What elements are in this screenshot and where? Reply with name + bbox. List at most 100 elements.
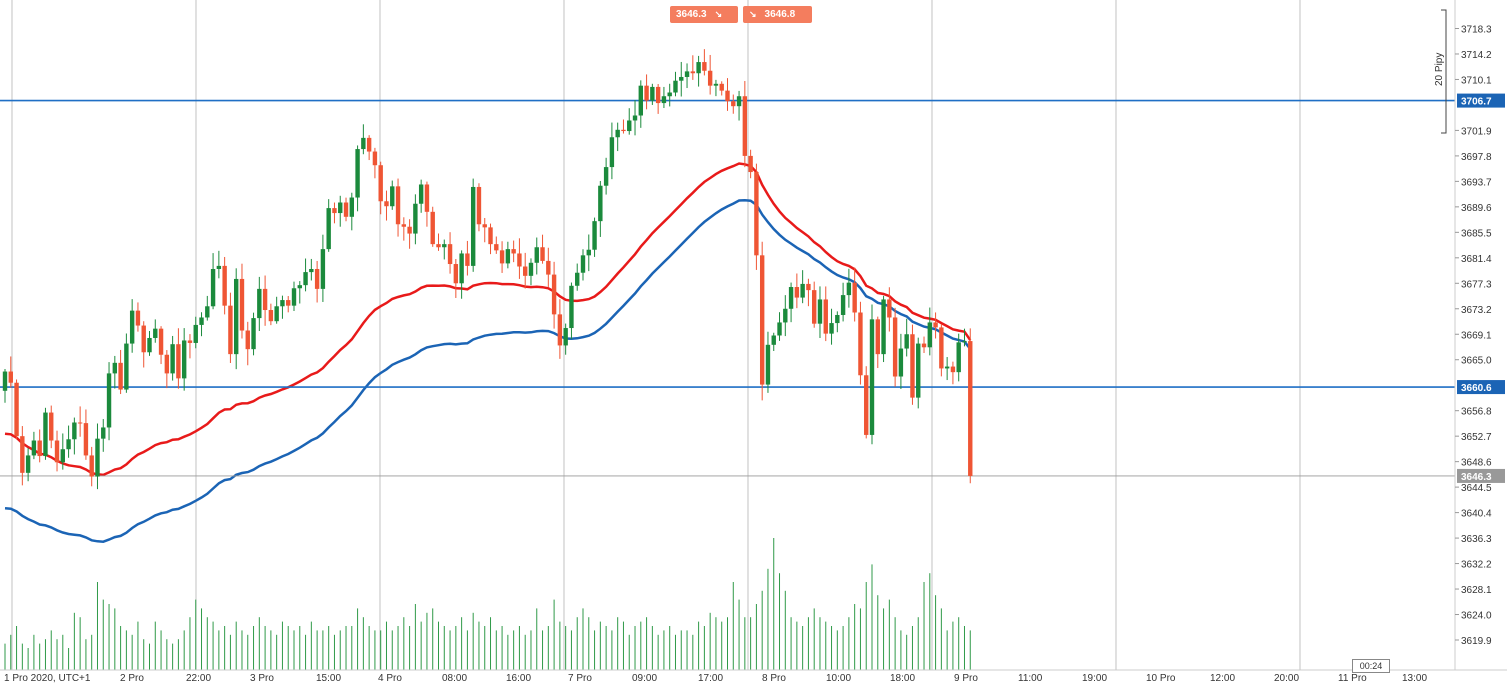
x-tick-label: 8 Pro bbox=[762, 673, 786, 684]
candle-body bbox=[332, 208, 337, 214]
candle-body bbox=[731, 101, 736, 107]
candle-body bbox=[580, 255, 586, 273]
candle-body bbox=[141, 325, 146, 353]
candle-body bbox=[846, 282, 852, 296]
candle-body bbox=[944, 366, 950, 369]
candle-body bbox=[783, 308, 788, 323]
candle-body bbox=[274, 306, 279, 322]
x-tick-label: 11 Pro bbox=[1338, 673, 1367, 684]
candle-body bbox=[476, 186, 482, 225]
candle-body bbox=[794, 287, 800, 298]
candle-body bbox=[713, 83, 719, 86]
y-tick-label: 3648.6 bbox=[1461, 458, 1492, 469]
candle-body bbox=[632, 115, 638, 121]
price-line-tag bbox=[1457, 380, 1505, 395]
x-tick-label: 20:00 bbox=[1274, 673, 1299, 684]
candle-body bbox=[309, 268, 314, 273]
x-tick-label: 17:00 bbox=[698, 673, 723, 684]
candle-body bbox=[372, 151, 378, 166]
candle-body bbox=[401, 224, 407, 227]
y-tick-label: 3624.0 bbox=[1461, 611, 1492, 622]
candle-body bbox=[655, 86, 661, 104]
candle-body bbox=[679, 76, 684, 81]
candle-body bbox=[551, 274, 557, 315]
candle-body bbox=[262, 288, 268, 311]
candle-body bbox=[343, 202, 349, 217]
candle-body bbox=[765, 344, 771, 385]
y-tick-label: 3710.1 bbox=[1461, 75, 1492, 86]
candle-body bbox=[609, 137, 615, 168]
candle-body bbox=[170, 344, 175, 374]
candle-body bbox=[66, 439, 71, 450]
bid-price-tag[interactable]: 3646.3 ↘ bbox=[670, 6, 738, 23]
price-line-tag bbox=[1457, 468, 1505, 483]
candle-body bbox=[158, 328, 164, 355]
candle-body bbox=[314, 268, 320, 289]
candle-body bbox=[112, 362, 118, 374]
candle-body bbox=[817, 299, 823, 324]
candle-body bbox=[603, 167, 609, 186]
y-tick-label: 3701.9 bbox=[1461, 126, 1492, 137]
candle-body bbox=[702, 62, 707, 71]
candle-body bbox=[297, 285, 302, 289]
candle-body bbox=[505, 249, 511, 264]
candle-body bbox=[101, 427, 106, 439]
candle-body bbox=[788, 287, 794, 309]
candle-body bbox=[257, 288, 262, 319]
candle-body bbox=[118, 362, 123, 390]
candle-body bbox=[361, 137, 366, 150]
candle-body bbox=[910, 334, 915, 398]
horizontal-lines[interactable] bbox=[0, 99, 1455, 477]
y-tick-label: 3619.9 bbox=[1461, 636, 1492, 647]
candle-body bbox=[187, 340, 193, 343]
y-tick-label: 3689.6 bbox=[1461, 203, 1492, 214]
candle-body bbox=[569, 285, 574, 329]
sell-arrow-icon: ↘ bbox=[714, 9, 723, 19]
candle-body bbox=[303, 272, 308, 286]
y-tick-label: 3673.2 bbox=[1461, 305, 1492, 316]
candle-body bbox=[181, 340, 187, 379]
y-tick-label: 3677.3 bbox=[1461, 279, 1492, 290]
candle-body bbox=[927, 322, 932, 348]
range-marker-label: 20 Pipy bbox=[1434, 53, 1445, 86]
candle-body bbox=[725, 90, 730, 102]
candle-body bbox=[222, 265, 227, 306]
candle-body bbox=[442, 244, 447, 248]
x-tick-label: 7 Pro bbox=[568, 673, 592, 684]
ask-price-tag[interactable]: ↘ 3646.8 bbox=[743, 6, 812, 23]
candle-body bbox=[864, 375, 869, 435]
candle-body bbox=[320, 249, 326, 289]
candle-body bbox=[598, 185, 603, 222]
ask-price-label: 3646.8 bbox=[764, 9, 796, 20]
candle-body bbox=[268, 310, 274, 322]
buy-arrow-icon: ↘ bbox=[749, 9, 757, 19]
x-tick-label: 12:00 bbox=[1210, 673, 1235, 684]
x-tick-label: 2 Pro bbox=[120, 673, 144, 684]
candle-body bbox=[950, 366, 956, 373]
candle-body bbox=[228, 305, 233, 355]
candle-body bbox=[962, 341, 967, 343]
candle-timer: 00:24 bbox=[1352, 659, 1390, 673]
candle-body bbox=[812, 290, 817, 324]
candle-body bbox=[129, 310, 135, 344]
x-tick-label: 10:00 bbox=[826, 673, 851, 684]
candle-body bbox=[887, 299, 892, 318]
candle-body bbox=[511, 249, 516, 254]
candle-body bbox=[470, 186, 476, 266]
candle-body bbox=[892, 317, 898, 377]
candle-body bbox=[534, 247, 539, 263]
x-tick-label: 1 Pro 2020, UTC+1 bbox=[4, 673, 91, 684]
candle-body bbox=[540, 247, 545, 261]
bid-price-label: 3646.3 bbox=[676, 9, 707, 20]
moving-average-red bbox=[4, 162, 972, 477]
candle-body bbox=[326, 208, 331, 250]
candle-body bbox=[37, 440, 42, 457]
volume-bars bbox=[4, 538, 971, 670]
candle-body bbox=[31, 440, 37, 456]
price-axis: 3706.7 3660.6 3646.3 3718.3 3714.2 3710.1 3701… bbox=[1434, 0, 1505, 670]
price-line-label: 3646.3 bbox=[1461, 472, 1492, 483]
candle-body bbox=[742, 96, 748, 156]
candlesticks[interactable] bbox=[2, 49, 973, 490]
